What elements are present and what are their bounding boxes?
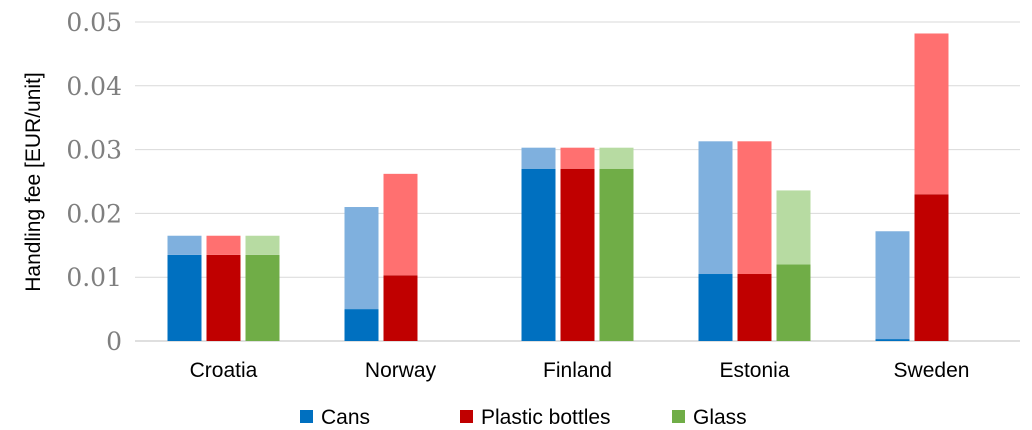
bar-glass-range — [776, 190, 811, 265]
bar-plastic-bottles-minimum — [560, 168, 595, 341]
y-tick-label: 0 — [106, 327, 122, 356]
legend-label: Cans — [321, 406, 370, 429]
bar-glass-minimum — [776, 264, 811, 341]
x-category-label: Norway — [365, 359, 437, 382]
x-category-label: Estonia — [719, 359, 789, 382]
bar-plastic-bottles-minimum — [383, 275, 418, 341]
x-axis-labels: Croatia Norway Finland Estonia Sweden — [190, 359, 970, 382]
bar-plastic-bottles-range — [914, 33, 949, 195]
bar-plastic-bottles-minimum — [206, 254, 241, 341]
bar-cans-minimum — [167, 254, 202, 341]
bars — [167, 33, 949, 341]
legend-swatch — [672, 410, 685, 423]
legend-item: Glass — [672, 406, 747, 429]
bar-cans-minimum — [875, 339, 910, 341]
legend-label: Plastic bottles — [481, 406, 611, 429]
legend-swatch — [300, 410, 313, 423]
bar-cans-range — [698, 141, 733, 275]
y-tick-label: 0.03 — [66, 136, 122, 165]
legend-item: Cans — [300, 406, 370, 429]
y-tick-label: 0.01 — [66, 263, 122, 292]
y-axis-label: Handling fee [EUR/unit] — [22, 72, 45, 291]
bar-plastic-bottles-range — [737, 141, 772, 275]
y-tick-label: 0.02 — [66, 199, 122, 228]
bar-plastic-bottles-minimum — [737, 274, 772, 341]
bar-plastic-bottles-minimum — [914, 194, 949, 341]
x-category-label: Croatia — [190, 359, 258, 382]
y-axis-ticks: 0 0.01 0.02 0.03 0.04 0.05 — [66, 8, 122, 356]
legend-item: Plastic bottles — [460, 406, 611, 429]
bar-plastic-bottles-range — [560, 147, 595, 169]
x-category-label: Finland — [543, 359, 612, 382]
legend-swatch — [460, 410, 473, 423]
bar-plastic-bottles-range — [383, 173, 418, 276]
bar-plastic-bottles-range — [206, 235, 241, 255]
y-tick-label: 0.04 — [66, 72, 122, 101]
bar-cans-range — [344, 207, 379, 310]
bar-cans-range — [521, 147, 556, 169]
bar-cans-minimum — [698, 274, 733, 341]
bar-glass-minimum — [245, 254, 280, 341]
bar-cans-range — [167, 235, 202, 255]
legend: Cans Plastic bottles Glass — [300, 406, 747, 429]
bar-glass-minimum — [599, 168, 634, 341]
legend-label: Glass — [693, 406, 747, 429]
bar-glass-range — [599, 147, 634, 169]
bar-cans-minimum — [521, 168, 556, 341]
x-category-label: Sweden — [894, 359, 970, 382]
bar-cans-minimum — [344, 309, 379, 341]
y-tick-label: 0.05 — [66, 8, 122, 37]
bar-cans-range — [875, 231, 910, 340]
bar-glass-range — [245, 235, 280, 255]
